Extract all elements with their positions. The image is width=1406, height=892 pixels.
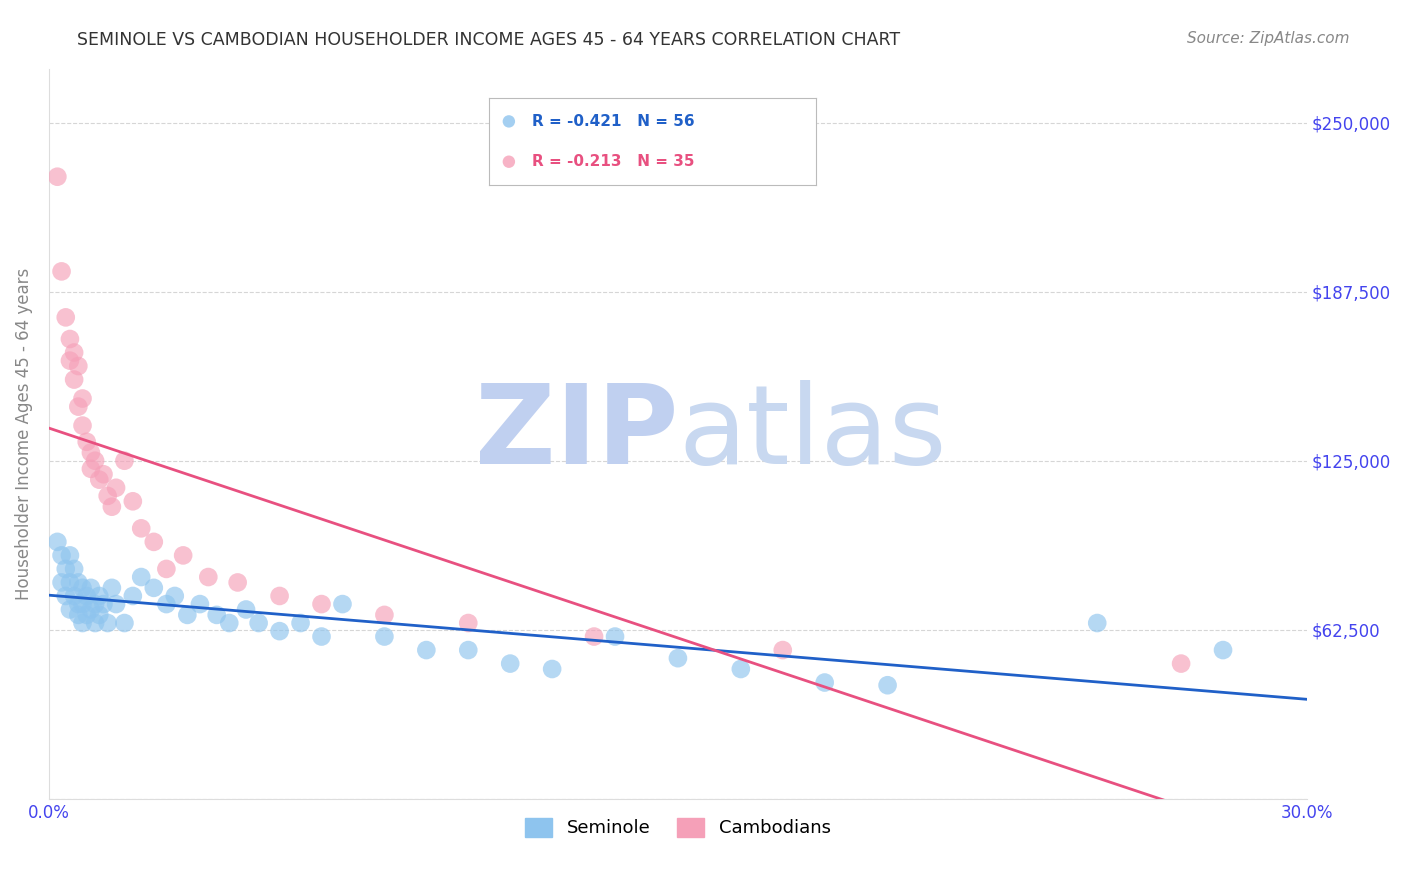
- Point: [51, 264, 73, 278]
- Point: [67, 607, 90, 622]
- Point: [59, 549, 82, 563]
- Point: [72, 581, 94, 595]
- Point: [730, 662, 752, 676]
- Point: [89, 589, 111, 603]
- Point: [89, 607, 111, 622]
- Point: [876, 678, 898, 692]
- Point: [176, 607, 198, 622]
- Point: [51, 575, 73, 590]
- Point: [55, 589, 77, 603]
- Point: [97, 489, 120, 503]
- Point: [101, 581, 124, 595]
- Point: [311, 630, 333, 644]
- Point: [142, 534, 165, 549]
- Point: [84, 615, 107, 630]
- Point: [59, 575, 82, 590]
- Point: [59, 332, 82, 346]
- Point: [457, 643, 479, 657]
- Point: [55, 562, 77, 576]
- Point: [93, 467, 115, 482]
- Point: [63, 345, 86, 359]
- Point: [373, 630, 395, 644]
- Point: [80, 581, 103, 595]
- Point: [332, 597, 354, 611]
- Point: [55, 310, 77, 325]
- Point: [583, 630, 606, 644]
- Point: [218, 615, 240, 630]
- Point: [121, 494, 143, 508]
- Text: ZIP: ZIP: [475, 380, 678, 487]
- Point: [114, 615, 136, 630]
- Point: [129, 570, 152, 584]
- Point: [269, 624, 291, 639]
- Point: [80, 462, 103, 476]
- Point: [93, 597, 115, 611]
- Point: [205, 607, 228, 622]
- Point: [101, 500, 124, 514]
- Point: [247, 615, 270, 630]
- Point: [499, 657, 522, 671]
- Point: [457, 615, 479, 630]
- Point: [72, 392, 94, 406]
- Point: [772, 643, 794, 657]
- Point: [269, 589, 291, 603]
- Point: [72, 418, 94, 433]
- Y-axis label: Householder Income Ages 45 - 64 years: Householder Income Ages 45 - 64 years: [15, 268, 32, 599]
- Point: [105, 481, 128, 495]
- Point: [155, 562, 177, 576]
- Point: [46, 534, 69, 549]
- Point: [129, 521, 152, 535]
- Point: [290, 615, 312, 630]
- Point: [67, 359, 90, 373]
- Point: [51, 549, 73, 563]
- Point: [67, 400, 90, 414]
- Point: [163, 589, 186, 603]
- Point: [188, 597, 211, 611]
- Point: [814, 675, 837, 690]
- Point: [63, 589, 86, 603]
- Legend: Seminole, Cambodians: Seminole, Cambodians: [517, 811, 838, 845]
- Point: [197, 570, 219, 584]
- Point: [89, 473, 111, 487]
- Point: [76, 607, 98, 622]
- Point: [84, 597, 107, 611]
- Point: [541, 662, 564, 676]
- Point: [1212, 643, 1234, 657]
- Point: [311, 597, 333, 611]
- Point: [114, 454, 136, 468]
- Point: [235, 602, 257, 616]
- Point: [121, 589, 143, 603]
- Point: [105, 597, 128, 611]
- Point: [97, 615, 120, 630]
- Point: [1085, 615, 1108, 630]
- Point: [46, 169, 69, 184]
- Point: [1170, 657, 1192, 671]
- Text: Source: ZipAtlas.com: Source: ZipAtlas.com: [1187, 31, 1350, 46]
- Text: SEMINOLE VS CAMBODIAN HOUSEHOLDER INCOME AGES 45 - 64 YEARS CORRELATION CHART: SEMINOLE VS CAMBODIAN HOUSEHOLDER INCOME…: [77, 31, 900, 49]
- Point: [63, 562, 86, 576]
- Point: [666, 651, 689, 665]
- Point: [84, 454, 107, 468]
- Point: [63, 373, 86, 387]
- Point: [59, 353, 82, 368]
- Point: [67, 575, 90, 590]
- Point: [226, 575, 249, 590]
- Point: [603, 630, 626, 644]
- Point: [76, 589, 98, 603]
- Point: [72, 597, 94, 611]
- Point: [80, 445, 103, 459]
- Point: [155, 597, 177, 611]
- Point: [72, 615, 94, 630]
- Point: [67, 597, 90, 611]
- Point: [80, 602, 103, 616]
- Point: [76, 434, 98, 449]
- Point: [373, 607, 395, 622]
- Text: atlas: atlas: [678, 380, 946, 487]
- Point: [415, 643, 437, 657]
- Point: [142, 581, 165, 595]
- Point: [59, 602, 82, 616]
- Point: [172, 549, 194, 563]
